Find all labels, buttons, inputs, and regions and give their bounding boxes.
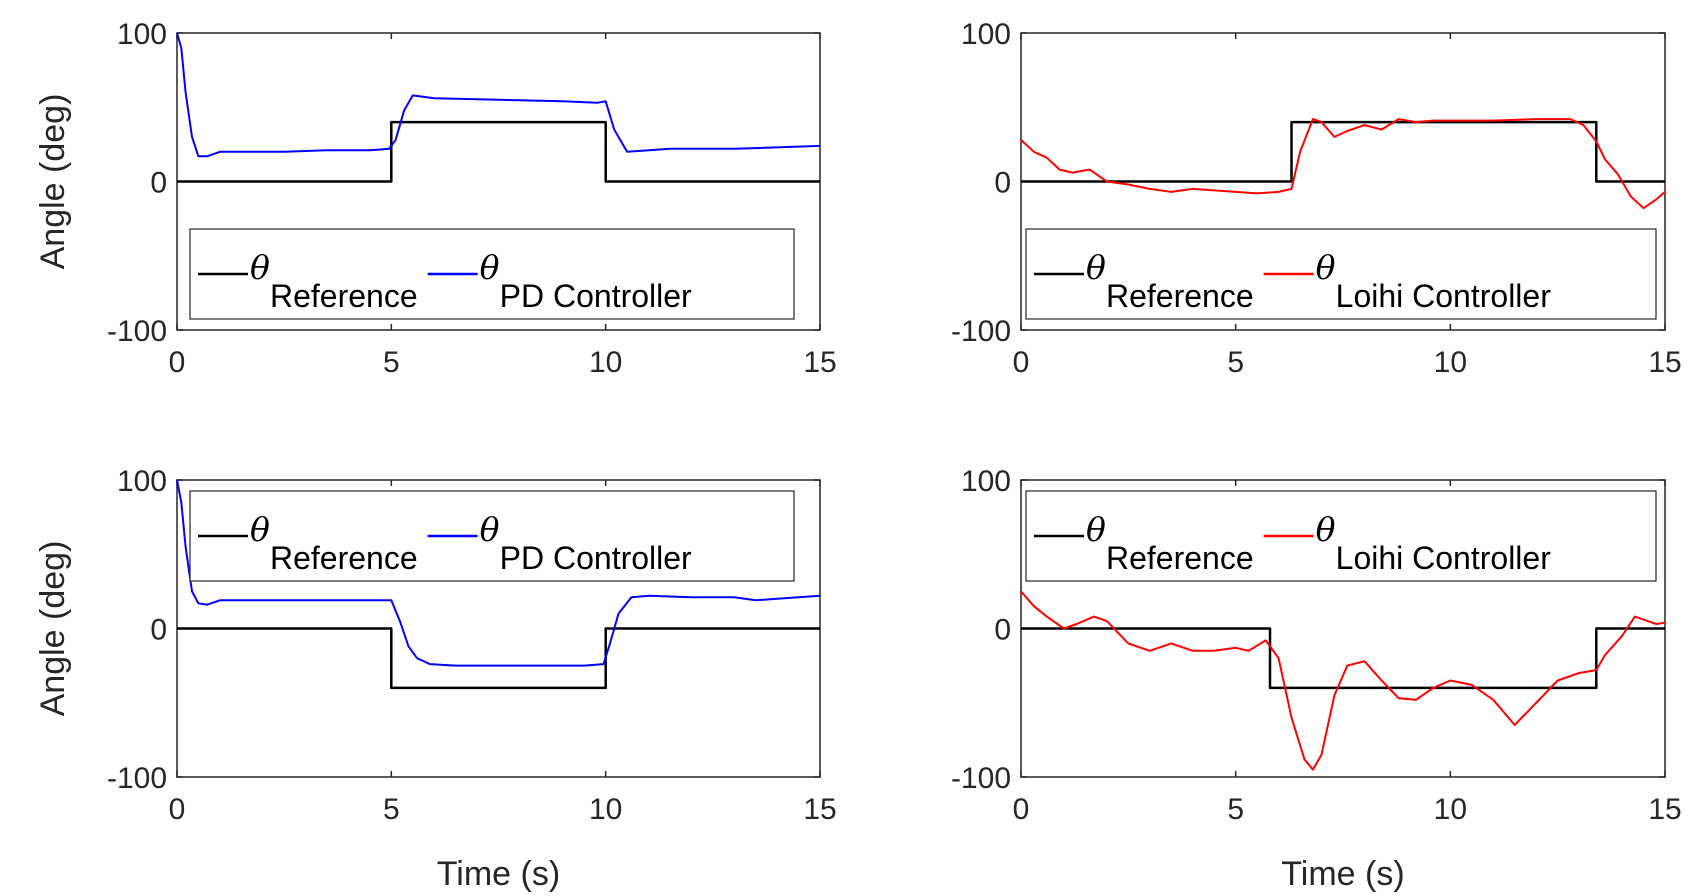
x-tick-label: 0	[169, 793, 186, 826]
legend-symbol: θ	[480, 248, 500, 287]
series-line-reference	[1021, 627, 1665, 690]
legend-box	[189, 228, 795, 320]
series-line-loihi-controller	[1020, 590, 1666, 771]
series-line-pd-controller	[176, 479, 821, 667]
y-tick-label: 0	[150, 167, 167, 200]
y-tick-label: 100	[961, 465, 1011, 498]
series-line-reference	[177, 120, 820, 183]
x-tick-label: 0	[1013, 346, 1030, 379]
legend-entry: Loihi Controller	[1336, 540, 1552, 576]
y-tick-label: 100	[117, 18, 167, 51]
x-tick-label: 10	[589, 793, 622, 826]
y-tick-label: -100	[951, 762, 1011, 795]
y-tick-label: 0	[994, 167, 1011, 200]
y-tick-label: -100	[107, 315, 167, 348]
legend-box	[189, 490, 795, 582]
series-line-pd-controller	[176, 32, 821, 158]
legend-symbol: θ	[480, 510, 500, 549]
legend-entry: Reference	[1106, 278, 1254, 314]
y-tick-label: 100	[961, 18, 1011, 51]
legend-box	[1025, 490, 1657, 582]
x-tick-label: 5	[383, 346, 400, 379]
legend-entry: PD Controller	[500, 278, 692, 314]
y-axis-label: Angle (deg)	[34, 541, 72, 717]
x-tick-label: 5	[383, 793, 400, 826]
legend-symbol: θ	[1086, 510, 1106, 549]
legend-symbol: θ	[250, 510, 270, 549]
legend-box	[1025, 228, 1657, 320]
x-tick-label: 15	[803, 793, 836, 826]
y-tick-label: 0	[994, 614, 1011, 647]
legend-symbol: θ	[1316, 510, 1336, 549]
x-tick-label: 15	[803, 346, 836, 379]
y-tick-label: 0	[150, 614, 167, 647]
y-axis-label: Angle (deg)	[34, 94, 72, 270]
legend-symbol: θ	[1086, 248, 1106, 287]
legend-entry: PD Controller	[500, 540, 692, 576]
y-tick-label: 100	[117, 465, 167, 498]
legend-entry: Loihi Controller	[1336, 278, 1552, 314]
y-tick-label: -100	[951, 315, 1011, 348]
x-tick-label: 10	[589, 346, 622, 379]
x-axis-label: Time (s)	[437, 855, 560, 893]
series-line-loihi-controller	[1020, 118, 1666, 210]
legend-entry: Reference	[270, 278, 418, 314]
series-line-reference	[1021, 120, 1665, 183]
legend-symbol: θ	[250, 248, 270, 287]
x-tick-label: 0	[169, 346, 186, 379]
legend-symbol: θ	[1316, 248, 1336, 287]
series-line-reference	[177, 627, 820, 690]
x-tick-label: 15	[1648, 793, 1681, 826]
x-axis-label: Time (s)	[1281, 855, 1404, 893]
y-tick-label: -100	[107, 762, 167, 795]
x-tick-label: 10	[1434, 346, 1467, 379]
x-tick-label: 10	[1434, 793, 1467, 826]
x-tick-label: 15	[1648, 346, 1681, 379]
x-tick-label: 5	[1227, 793, 1244, 826]
legend-entry: Reference	[270, 540, 418, 576]
x-tick-label: 0	[1013, 793, 1030, 826]
legend-entry: Reference	[1106, 540, 1254, 576]
x-tick-label: 5	[1227, 346, 1244, 379]
